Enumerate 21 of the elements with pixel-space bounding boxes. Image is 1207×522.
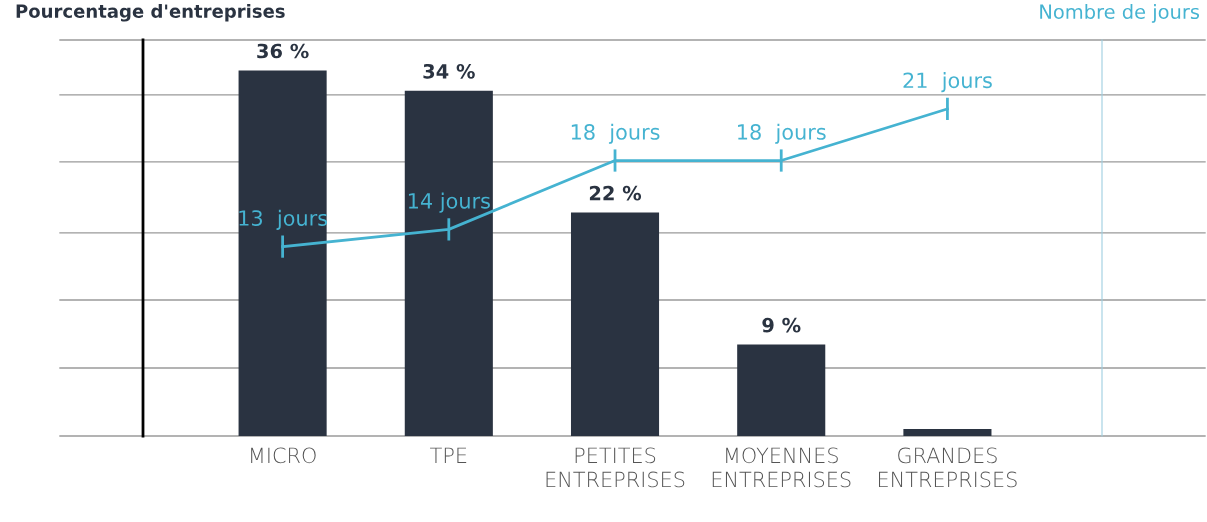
x-tick-label: TPE xyxy=(430,447,467,463)
data-label: 21 jours xyxy=(903,72,992,93)
x-tick-label: MICRO xyxy=(251,447,316,464)
data-label: 14 jours xyxy=(408,192,490,213)
x-tick-label: MOYENNES ENTREPRISES xyxy=(712,447,851,488)
bar xyxy=(404,90,493,436)
bar xyxy=(238,70,327,436)
bar xyxy=(737,344,826,436)
bar xyxy=(570,212,660,436)
data-label: 13 jours xyxy=(239,209,328,230)
data-label: 9 % xyxy=(762,317,801,333)
y-axis-title: Pourcentage d'entreprises xyxy=(16,4,285,22)
x-tick-label: PETITES ENTREPRISES xyxy=(546,447,685,488)
data-label: 18 jours xyxy=(571,123,660,144)
bar xyxy=(903,428,992,436)
data-label: 22 % xyxy=(589,185,642,201)
data-label: 18 jours xyxy=(738,123,826,144)
data-label: 34 % xyxy=(423,63,475,79)
data-label: 36 % xyxy=(257,43,309,59)
x-tick-label: GRANDES ENTREPRISES xyxy=(879,447,1017,488)
y2-axis-title: Nombre de jours xyxy=(1040,4,1200,23)
